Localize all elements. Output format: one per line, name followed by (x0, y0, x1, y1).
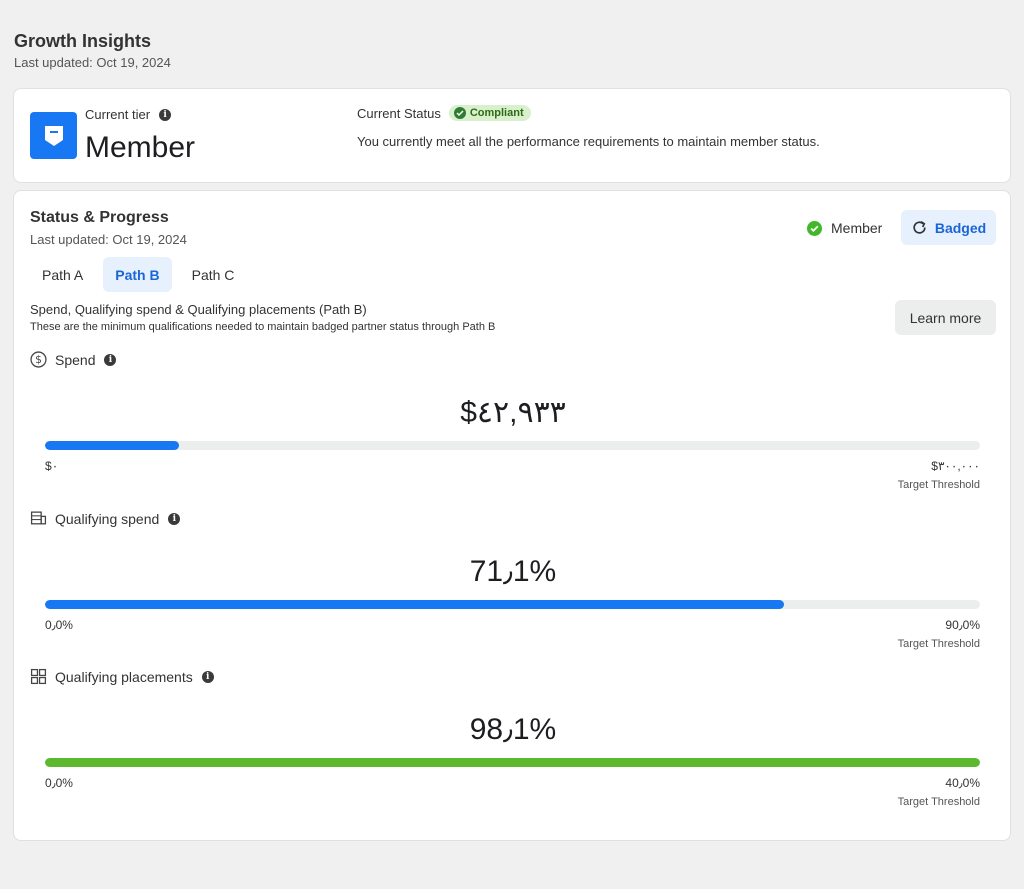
badged-label: Badged (934, 219, 987, 236)
path-tabs: Path A Path B Path C (30, 257, 254, 292)
info-icon[interactable]: i (168, 512, 181, 525)
member-status-label: Member (831, 220, 883, 236)
learn-more-button[interactable]: Learn more (895, 300, 996, 335)
tab-path-c[interactable]: Path C (191, 266, 235, 283)
metric-label-row: Qualifying placements i (30, 668, 214, 685)
tier-label: Current tier (85, 107, 151, 122)
info-icon[interactable]: i (201, 670, 214, 683)
tab-path-b[interactable]: Path B (103, 257, 172, 292)
grid-placements-icon (30, 668, 47, 685)
status-label: Current Status (357, 105, 441, 121)
metric-label-row: Qualifying spend i (30, 510, 181, 527)
progress-min-label: 0٫0% (45, 776, 73, 790)
page-title: Growth Insights (14, 31, 151, 51)
target-threshold-label: Target Threshold (897, 479, 980, 491)
dollar-circle-icon: $ (30, 351, 47, 368)
metric-value: 71٫1% (469, 555, 557, 588)
status-badge-label: Compliant (469, 107, 524, 119)
current-tier-card: Current tier i Member Current Status Com… (13, 88, 1011, 183)
status-description: You currently meet all the performance r… (357, 134, 820, 149)
progress-fill (45, 758, 980, 767)
tier-label-row: Current tier i (85, 107, 172, 122)
status-progress-card: Status & Progress Last updated: Oct 19, … (13, 190, 1011, 841)
page-updated-date: Last updated: Oct 19, 2024 (14, 55, 171, 70)
refresh-icon (913, 220, 926, 234)
metric-label: Qualifying spend (55, 510, 160, 527)
progress-track (45, 758, 980, 767)
info-icon[interactable]: i (159, 108, 172, 121)
info-icon[interactable]: i (104, 353, 117, 366)
member-status: Member (807, 220, 882, 236)
svg-text:$: $ (35, 353, 42, 366)
page-header: Growth Insights Last updated: Oct 19, 20… (14, 31, 171, 70)
progress-max-label: 90٫0% (945, 618, 980, 632)
status-badge: Compliant (448, 105, 531, 121)
requirement-title: Spend, Qualifying spend & Qualifying pla… (30, 302, 367, 317)
progress-min-label: $٠ (45, 459, 59, 473)
section-updated-date: Last updated: Oct 19, 2024 (30, 232, 187, 247)
check-circle-icon (807, 220, 822, 236)
target-threshold-label: Target Threshold (897, 796, 980, 808)
tab-path-a[interactable]: Path A (42, 266, 84, 283)
stacked-coins-icon (30, 510, 47, 527)
metric-value: 98٫1% (469, 713, 557, 746)
progress-min-label: 0٫0% (45, 618, 73, 632)
metric-label: Qualifying placements (55, 668, 193, 685)
target-threshold-label: Target Threshold (897, 638, 980, 650)
tier-badge-icon (30, 112, 77, 159)
requirement-subtitle: These are the minimum qualifications nee… (30, 321, 496, 333)
progress-track (45, 600, 980, 609)
progress-fill (45, 441, 179, 450)
progress-track (45, 441, 980, 450)
current-status-row: Current Status Compliant (357, 105, 531, 121)
progress-fill (45, 600, 784, 609)
metric-label-row: $ Spend i (30, 351, 117, 368)
progress-max-label: 40٫0% (945, 776, 980, 790)
tier-value: Member (85, 131, 196, 164)
badged-button[interactable]: Badged (901, 210, 996, 245)
check-circle-icon (453, 107, 466, 119)
progress-max-label: $٣٠٠,٠٠٠ (931, 459, 980, 473)
section-title: Status & Progress (30, 209, 169, 226)
metric-value: $٤٢,٩٣٣ (460, 396, 566, 429)
metric-label: Spend (55, 351, 96, 368)
